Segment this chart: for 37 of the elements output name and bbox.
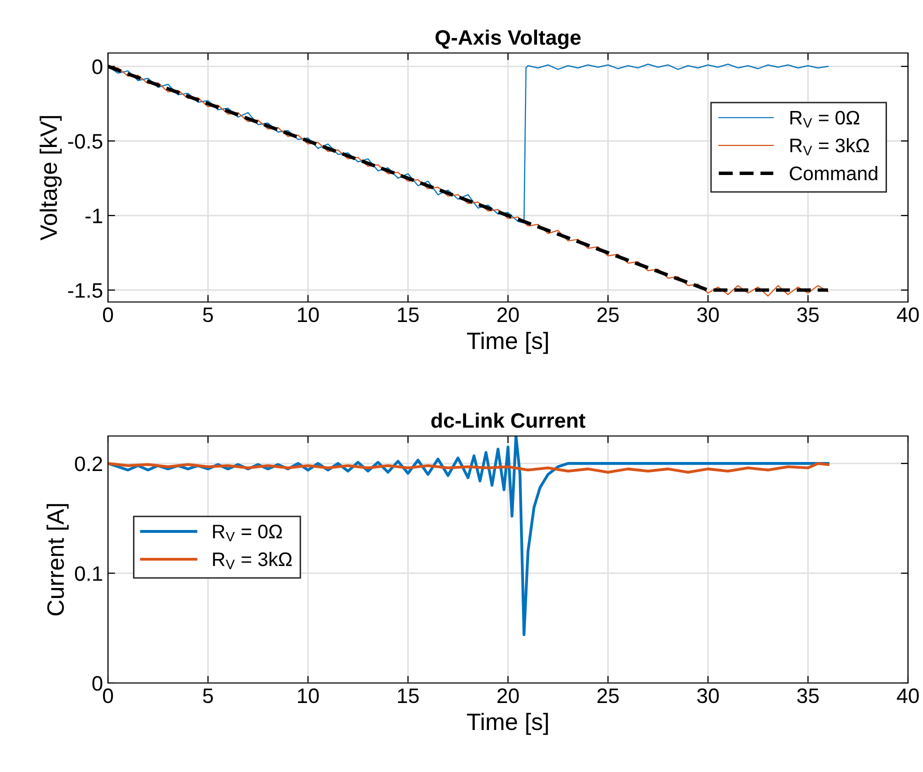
x-tick-label: 25 [597,307,619,322]
y-tick-label: 0 [92,676,102,691]
legend-label: Command [790,166,878,180]
y-axis-title: Voltage [kV] [40,116,62,240]
x-axis-title: Time [s] [467,332,548,354]
x-tick-label: 10 [298,307,319,322]
y-tick-label: -1 [86,208,102,224]
y-tick-label: -0.5 [68,134,102,149]
x-tick-label: 10 [298,688,319,704]
legend-label: R$_{V}$ = 0Ω [790,110,860,128]
x-tick-label: 40 [896,688,919,704]
x-tick-label: 20 [497,307,519,322]
x-tick-label: 20 [497,688,519,704]
legend-label: R$_{V}$ = 3kΩ [213,552,292,570]
x-tick-label: 35 [797,688,819,704]
x-tick-label: 5 [203,688,213,704]
y-tick-label: 0 [92,59,102,74]
legend-label: R$_{V}$ = 0Ω [213,524,282,542]
line-series [108,462,830,474]
x-axis-title: Time [s] [467,712,548,735]
chart-title: Q-Axis Voltage [436,30,581,50]
x-tick-label: 30 [697,688,719,704]
y-axis-title: Current [A] [46,504,69,616]
x-tick-label: 25 [597,688,619,704]
x-tick-label: 15 [398,308,419,322]
y-tick-label: 0.2 [74,456,102,472]
x-tick-label: 30 [697,307,719,322]
x-tick-label: 40 [896,307,919,322]
y-tick-label: 0.1 [74,566,102,581]
x-tick-label: 5 [203,308,213,322]
y-tick-label: -1.5 [68,283,102,298]
legend-label: R$_{V}$ = 3kΩ [790,138,870,156]
chart-title: dc-Link Current [431,412,586,428]
x-tick-label: 35 [797,307,819,322]
x-tick-label: 15 [398,688,419,704]
x-tick-label: 0 [103,688,113,704]
x-tick-label: 0 [103,307,113,322]
